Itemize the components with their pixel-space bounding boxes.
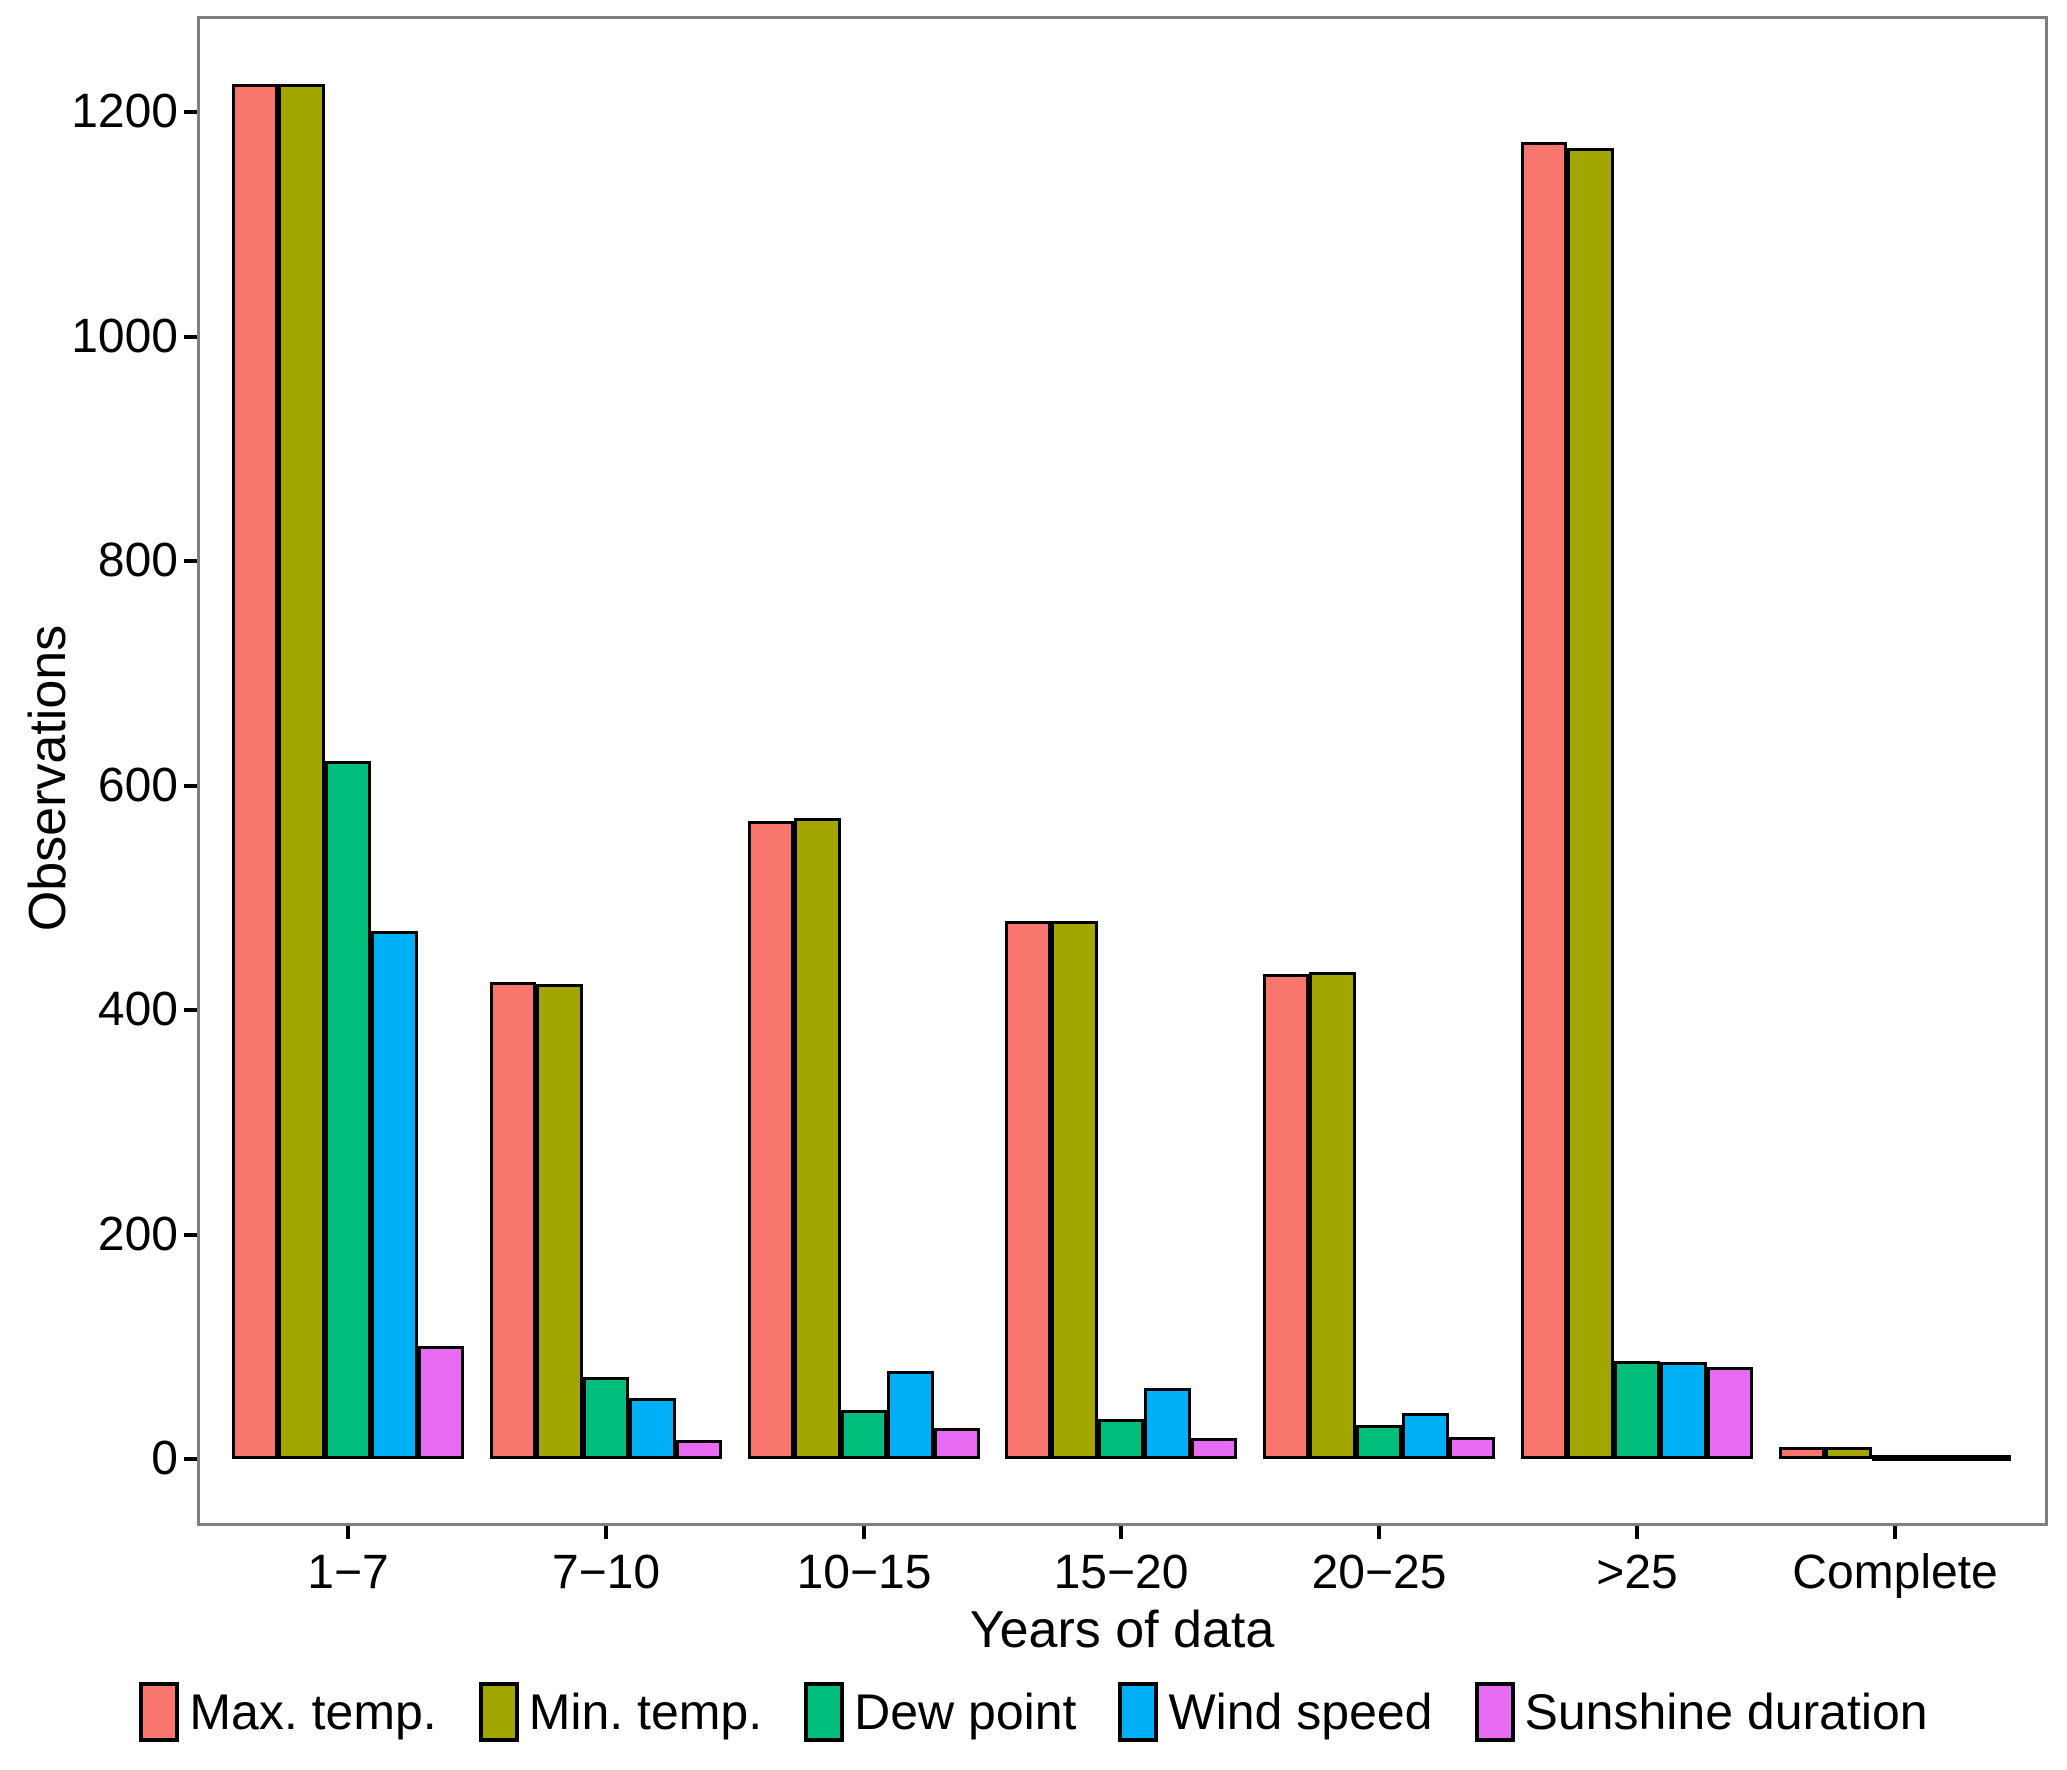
x-tick-mark <box>1893 1526 1897 1539</box>
bar-wind-speed-7 <box>1918 1455 1965 1461</box>
bar-max-temp-7 <box>1779 1446 1826 1459</box>
bar-min-temp-4 <box>1051 921 1098 1459</box>
legend-item-wind-speed: Wind speed <box>1118 1682 1433 1742</box>
bar-max-temp-4 <box>1005 921 1052 1459</box>
bar-dew-point-4 <box>1097 1418 1145 1459</box>
x-tick-label: 7−10 <box>551 1546 661 1599</box>
bar-max-temp-6 <box>1521 142 1568 1459</box>
bar-min-temp-2 <box>536 984 583 1459</box>
bar-wind-speed-2 <box>629 1398 676 1459</box>
x-tick-mark <box>346 1526 350 1539</box>
legend-item-min-temp: Min. temp. <box>478 1682 763 1742</box>
bar-sunshine-duration-7 <box>1964 1455 2011 1461</box>
legend-label: Min. temp. <box>528 1684 763 1740</box>
x-tick-label: 1−7 <box>307 1546 389 1599</box>
bar-sunshine-duration-6 <box>1706 1366 1753 1459</box>
y-tick-label: 400 <box>97 983 178 1036</box>
legend-item-dew-point: Dew point <box>804 1682 1076 1742</box>
bar-max-temp-5 <box>1263 974 1310 1459</box>
y-tick-label: 1200 <box>71 85 178 138</box>
legend-swatch <box>478 1682 519 1742</box>
y-tick-label: 200 <box>97 1207 178 1261</box>
bar-max-temp-1 <box>232 83 279 1459</box>
x-tick-mark <box>1119 1526 1123 1539</box>
y-tick-label: 600 <box>97 758 178 812</box>
x-tick-mark <box>604 1526 608 1539</box>
legend-item-sunshine-duration: Sunshine duration <box>1474 1682 1928 1742</box>
y-tick-label: 1000 <box>71 309 178 363</box>
bar-wind-speed-4 <box>1144 1388 1191 1459</box>
y-tick-mark <box>184 1457 197 1461</box>
y-tick-mark <box>184 1008 197 1012</box>
bar-wind-speed-3 <box>887 1371 934 1459</box>
bar-min-temp-7 <box>1825 1446 1872 1459</box>
legend-item-max-temp: Max. temp. <box>139 1682 437 1742</box>
y-tick-mark <box>184 1232 197 1237</box>
legend-label: Max. temp. <box>189 1684 437 1740</box>
bar-dew-point-1 <box>324 760 372 1459</box>
legend-swatch <box>1118 1682 1159 1742</box>
x-axis-title: Years of data <box>969 1601 1275 1659</box>
y-tick-mark <box>184 783 197 788</box>
x-tick-label: 10−15 <box>796 1546 932 1599</box>
bar-max-temp-3 <box>748 821 795 1459</box>
bar-min-temp-1 <box>278 83 325 1459</box>
bar-sunshine-duration-1 <box>417 1345 464 1459</box>
bar-min-temp-5 <box>1309 971 1356 1459</box>
bar-dew-point-5 <box>1355 1425 1403 1459</box>
legend-swatch <box>139 1682 180 1742</box>
y-tick-mark <box>184 110 197 114</box>
plot-panel <box>197 16 2048 1526</box>
x-tick-mark <box>1635 1526 1639 1539</box>
legend-label: Sunshine duration <box>1524 1684 1928 1740</box>
bar-sunshine-duration-3 <box>933 1427 980 1459</box>
x-tick-mark <box>1377 1526 1381 1539</box>
bar-min-temp-3 <box>794 818 841 1459</box>
x-tick-mark <box>862 1526 866 1539</box>
legend-swatch <box>804 1682 845 1742</box>
bar-wind-speed-1 <box>371 931 418 1459</box>
y-tick-mark <box>184 559 197 563</box>
y-tick-mark <box>184 334 197 339</box>
legend-label: Dew point <box>854 1684 1077 1740</box>
y-tick-label: 800 <box>97 534 178 587</box>
x-tick-label: >25 <box>1596 1546 1678 1599</box>
bar-sunshine-duration-5 <box>1448 1436 1495 1459</box>
x-tick-label: Complete <box>1792 1546 1998 1599</box>
bar-sunshine-duration-4 <box>1190 1437 1237 1459</box>
bar-wind-speed-5 <box>1402 1412 1449 1459</box>
bar-sunshine-duration-2 <box>675 1439 722 1459</box>
bar-wind-speed-6 <box>1660 1362 1707 1459</box>
bar-dew-point-2 <box>582 1377 630 1459</box>
bar-dew-point-6 <box>1613 1361 1661 1459</box>
bar-max-temp-2 <box>490 981 537 1459</box>
bar-min-temp-6 <box>1567 147 1614 1459</box>
bar-dew-point-3 <box>840 1409 888 1459</box>
legend-label: Wind speed <box>1168 1684 1433 1740</box>
x-tick-label: 15−20 <box>1053 1546 1189 1599</box>
legend-swatch <box>1474 1682 1515 1742</box>
bar-dew-point-7 <box>1871 1455 1919 1461</box>
legend: Max. temp. Min. temp. Dew point Wind speed S… <box>0 1682 2067 1742</box>
y-tick-label: 0 <box>151 1432 178 1485</box>
x-tick-label: 20−25 <box>1311 1546 1447 1599</box>
